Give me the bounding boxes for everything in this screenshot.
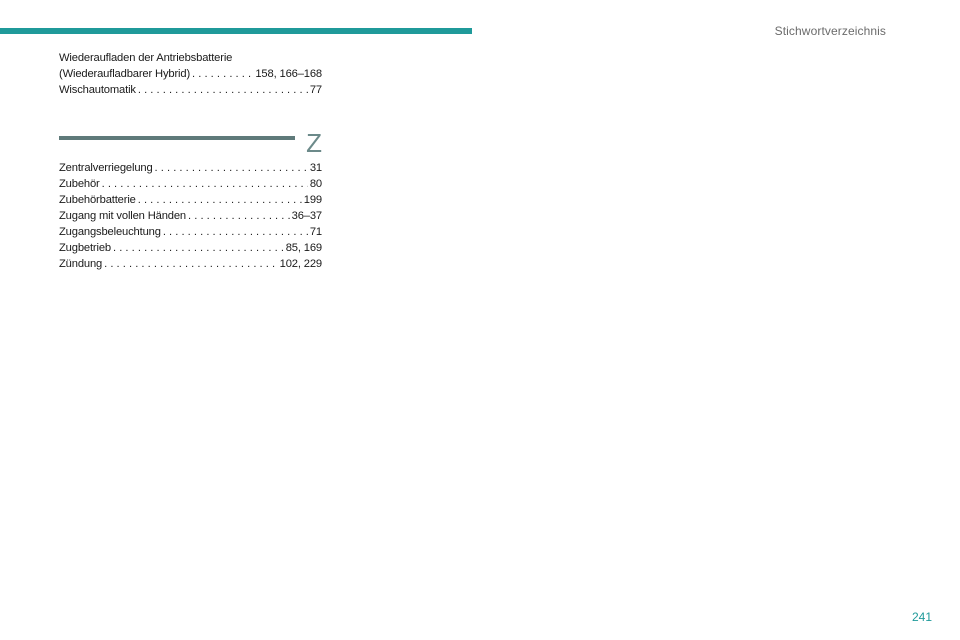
index-entry: Zubehörbatterie 199 — [59, 192, 322, 208]
dot-leader — [192, 66, 253, 82]
index-entry: Zentralverriegelung 31 — [59, 160, 322, 176]
dot-leader — [102, 176, 308, 192]
section-divider — [59, 136, 295, 140]
dot-leader — [138, 192, 302, 208]
page-number: 241 — [911, 610, 932, 624]
index-entry-pages[interactable]: 85, 169 — [285, 242, 322, 254]
index-entry: Zubehör 80 — [59, 176, 322, 192]
index-entry-pages[interactable]: 77 — [309, 84, 322, 96]
index-entry: Wischautomatik 77 — [59, 82, 322, 98]
index-list-w: Wiederaufladen der Antriebsbatterie (Wie… — [59, 50, 322, 98]
dot-leader — [155, 160, 308, 176]
index-entry-term: Zubehör — [59, 178, 100, 190]
index-entry: Wiederaufladen der Antriebsbatterie (Wie… — [59, 50, 322, 82]
dot-leader — [163, 224, 308, 240]
index-list-z: Zentralverriegelung 31 Zubehör 80 Zubehö… — [59, 160, 322, 272]
index-entry-term: Zubehörbatterie — [59, 194, 136, 206]
section-letter: Z — [306, 128, 322, 158]
index-entry-term: Zugangsbeleuchtung — [59, 226, 161, 238]
letter-section-header: Z — [59, 128, 322, 158]
index-entry-pages[interactable]: 71 — [309, 226, 322, 238]
dot-leader — [104, 256, 278, 272]
index-entry: Zugangsbeleuchtung 71 — [59, 224, 322, 240]
index-entry-term: Zugbetrieb — [59, 242, 111, 254]
index-entry-term: Zugang mit vollen Händen — [59, 210, 187, 222]
index-entry-term: Zentralverriegelung — [59, 162, 153, 174]
index-entry-term: (Wiederaufladbarer Hybrid) — [59, 68, 191, 80]
index-entry-pages[interactable]: 80 — [309, 178, 322, 190]
header-accent-bar — [0, 28, 472, 34]
index-entry-term: Zündung — [59, 258, 103, 270]
dot-leader — [188, 208, 290, 224]
index-entry: Zündung 102, 229 — [59, 256, 322, 272]
index-entry-line2: (Wiederaufladbarer Hybrid) 158, 166–168 — [59, 66, 322, 82]
index-entry-pages[interactable]: 31 — [309, 162, 322, 174]
dot-leader — [138, 82, 308, 98]
index-entry-term: Wischautomatik — [59, 84, 136, 96]
index-entry-pages[interactable]: 158, 166–168 — [255, 68, 322, 80]
index-entry-pages[interactable]: 102, 229 — [279, 258, 323, 270]
index-entry: Zugbetrieb 85, 169 — [59, 240, 322, 256]
section-title: Stichwortverzeichnis — [774, 24, 886, 38]
index-entry-pages[interactable]: 36–37 — [291, 210, 323, 222]
index-entry: Zugang mit vollen Händen 36–37 — [59, 208, 322, 224]
index-entry-term-line1: Wiederaufladen der Antriebsbatterie — [59, 52, 233, 64]
dot-leader — [113, 240, 284, 256]
index-entry-pages[interactable]: 199 — [303, 194, 322, 206]
